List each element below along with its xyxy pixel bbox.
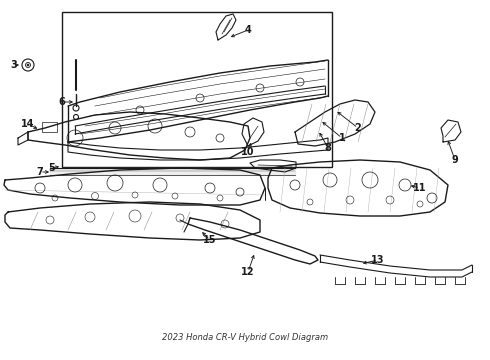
Text: 10: 10	[241, 147, 255, 157]
Text: 15: 15	[203, 235, 217, 245]
Text: 2: 2	[355, 123, 362, 133]
Text: 4: 4	[245, 25, 251, 35]
Text: 11: 11	[413, 183, 427, 193]
Bar	[42, 122, 57, 132]
Text: 7: 7	[37, 167, 44, 177]
Text: 8: 8	[324, 143, 331, 153]
Text: 3: 3	[11, 60, 17, 70]
Text: 5: 5	[49, 163, 55, 173]
Circle shape	[27, 64, 29, 66]
Text: 6: 6	[59, 97, 65, 107]
Bar	[62, 12, 332, 167]
Text: 9: 9	[452, 155, 458, 165]
Text: 13: 13	[371, 255, 385, 265]
Text: 14: 14	[21, 119, 35, 129]
Text: 12: 12	[241, 267, 255, 277]
Text: 2023 Honda CR-V Hybrid Cowl Diagram: 2023 Honda CR-V Hybrid Cowl Diagram	[162, 333, 328, 342]
Text: 1: 1	[339, 133, 345, 143]
